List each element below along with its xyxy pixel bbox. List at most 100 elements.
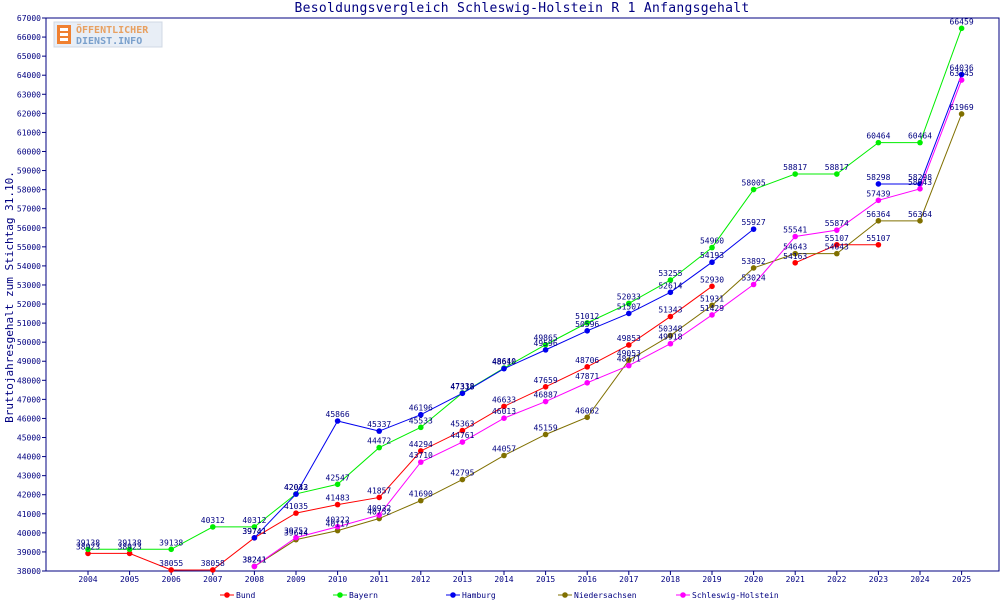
y-tick-label: 61000 [17, 128, 41, 137]
data-point [501, 403, 507, 410]
y-tick-label: 63000 [17, 90, 41, 99]
x-tick-label: 2013 [453, 575, 472, 584]
x-tick-label: 2011 [370, 575, 389, 584]
data-label: 41690 [409, 490, 433, 499]
data-point [501, 365, 507, 372]
y-tick-label: 49000 [17, 357, 41, 366]
data-label: 53892 [742, 257, 766, 266]
data-point [168, 546, 174, 553]
data-point [834, 250, 840, 257]
data-label: 40932 [367, 504, 391, 513]
x-tick-label: 2014 [494, 575, 513, 584]
data-point [834, 171, 840, 177]
y-tick-label: 41000 [17, 510, 41, 519]
data-label: 48640 [492, 357, 516, 366]
y-tick-label: 57000 [17, 205, 41, 214]
legend-label: Bund [236, 591, 255, 600]
y-tick-label: 39000 [17, 548, 41, 557]
legend-marker [680, 592, 686, 598]
data-point [709, 312, 715, 318]
data-label: 54643 [825, 243, 849, 252]
data-label: 45533 [409, 416, 433, 425]
data-point [750, 186, 757, 193]
data-point [459, 476, 466, 483]
data-label: 43710 [409, 451, 433, 460]
data-label: 55107 [825, 234, 849, 243]
data-point [667, 277, 674, 283]
data-label: 49853 [617, 334, 641, 343]
data-point [958, 25, 965, 32]
x-tick-label: 2012 [411, 575, 430, 584]
data-point [584, 364, 590, 370]
y-tick-label: 43000 [17, 472, 41, 481]
data-point [709, 244, 715, 251]
data-label: 44294 [409, 440, 433, 449]
series-line-niedersachsen [254, 113, 963, 567]
data-point [210, 567, 216, 573]
data-label: 39752 [284, 527, 308, 536]
data-point [542, 398, 549, 405]
data-point [542, 431, 549, 438]
data-label: 39138 [118, 538, 142, 547]
data-label: 46887 [534, 391, 558, 400]
data-point [917, 218, 923, 224]
data-point [334, 418, 341, 424]
y-tick-label: 48000 [17, 376, 41, 385]
data-label: 56364 [866, 210, 890, 219]
y-tick-label: 42000 [17, 491, 41, 500]
data-label: 58005 [742, 179, 766, 188]
data-label: 50596 [575, 320, 599, 329]
data-label: 40312 [242, 516, 266, 525]
data-point [792, 250, 798, 257]
data-point [667, 340, 674, 347]
data-point [542, 347, 549, 353]
data-label: 42043 [284, 483, 308, 492]
x-tick-label: 2009 [286, 575, 305, 584]
y-tick-label: 52000 [17, 300, 41, 309]
x-tick-label: 2023 [869, 575, 888, 584]
y-axis-label: Bruttojahresgehalt zum Stichtag 31.10. [3, 171, 16, 423]
data-label: 40752 [367, 508, 391, 517]
data-point [667, 289, 674, 296]
data-point [709, 302, 715, 309]
data-point [584, 414, 590, 421]
data-label: 54163 [783, 252, 807, 261]
data-point [750, 265, 757, 271]
data-point [376, 428, 383, 434]
data-label: 52033 [617, 292, 641, 301]
data-point [917, 139, 923, 146]
data-point [459, 427, 466, 434]
x-tick-label: 2020 [744, 575, 763, 584]
data-point [958, 77, 965, 83]
data-label: 40312 [201, 516, 225, 525]
data-label: 51343 [658, 306, 682, 315]
data-label: 52930 [700, 275, 724, 284]
data-label: 66459 [950, 17, 974, 26]
data-label: 39644 [284, 529, 308, 538]
data-label: 50348 [658, 325, 682, 334]
data-point [334, 481, 341, 488]
data-label: 54193 [700, 251, 724, 260]
data-point [293, 510, 299, 516]
data-point [376, 494, 383, 501]
data-label: 40322 [326, 516, 350, 525]
data-point [251, 524, 258, 530]
data-label: 57439 [866, 189, 890, 198]
data-point [251, 563, 258, 570]
data-point [875, 197, 882, 204]
x-tick-label: 2004 [78, 575, 97, 584]
data-point [85, 546, 91, 553]
data-label: 42032 [284, 483, 308, 492]
data-point [792, 233, 798, 240]
data-label: 39138 [76, 538, 100, 547]
data-point [210, 524, 216, 530]
data-point [418, 459, 424, 465]
data-label: 58298 [908, 173, 932, 182]
y-tick-label: 51000 [17, 319, 41, 328]
data-point [459, 439, 466, 445]
data-point [126, 546, 133, 553]
x-tick-label: 2015 [536, 575, 555, 584]
x-tick-label: 2025 [952, 575, 971, 584]
legend-marker [337, 592, 343, 598]
